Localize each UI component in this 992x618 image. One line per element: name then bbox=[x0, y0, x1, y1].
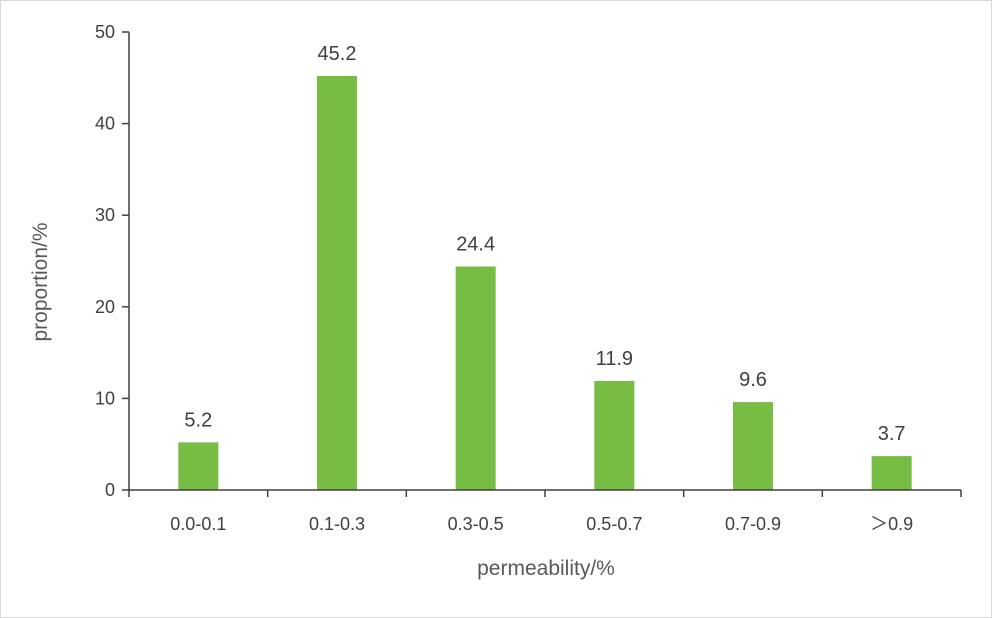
data-label: 9.6 bbox=[739, 369, 767, 391]
bars bbox=[178, 75, 912, 490]
y-axis-title: proportion/% bbox=[29, 222, 52, 341]
data-label: 45.2 bbox=[318, 43, 357, 65]
bar bbox=[733, 402, 773, 490]
y-tick-label: 0 bbox=[105, 480, 115, 500]
y-tick-label: 40 bbox=[95, 114, 115, 134]
data-labels: 5.2 45.2 24.4 11.9 9.6 3.7 bbox=[184, 43, 905, 445]
bar bbox=[178, 442, 219, 490]
x-tick-label: 0.0-0.1 bbox=[170, 514, 226, 534]
y-tick-label: 50 bbox=[95, 22, 115, 42]
bar bbox=[317, 75, 357, 490]
y-tick-label: 10 bbox=[95, 388, 115, 408]
bar bbox=[594, 380, 635, 490]
data-label: 3.7 bbox=[878, 423, 906, 445]
data-label: 5.2 bbox=[184, 409, 212, 431]
x-tick-label: 0.7-0.9 bbox=[725, 514, 781, 534]
x-tick-label: 0.3-0.5 bbox=[448, 514, 504, 534]
y-tick-label: 30 bbox=[95, 205, 115, 225]
bar bbox=[455, 266, 496, 490]
x-tick-label: 0.5-0.7 bbox=[586, 514, 642, 534]
x-axis-title: permeability/% bbox=[477, 557, 615, 580]
x-axis-ticks: 0.0-0.1 0.1-0.3 0.3-0.5 0.5-0.7 0.7-0.9 ＞0.9 bbox=[128, 490, 962, 534]
y-axis-ticks: 0 10 20 30 40 50 bbox=[95, 22, 129, 500]
data-label: 24.4 bbox=[456, 233, 495, 255]
data-label: 11.9 bbox=[596, 348, 633, 370]
x-tick-label: 0.1-0.3 bbox=[309, 514, 365, 534]
y-tick-label: 20 bbox=[95, 297, 115, 317]
bar bbox=[871, 456, 912, 490]
x-tick-label: ＞0.9 bbox=[870, 514, 913, 534]
